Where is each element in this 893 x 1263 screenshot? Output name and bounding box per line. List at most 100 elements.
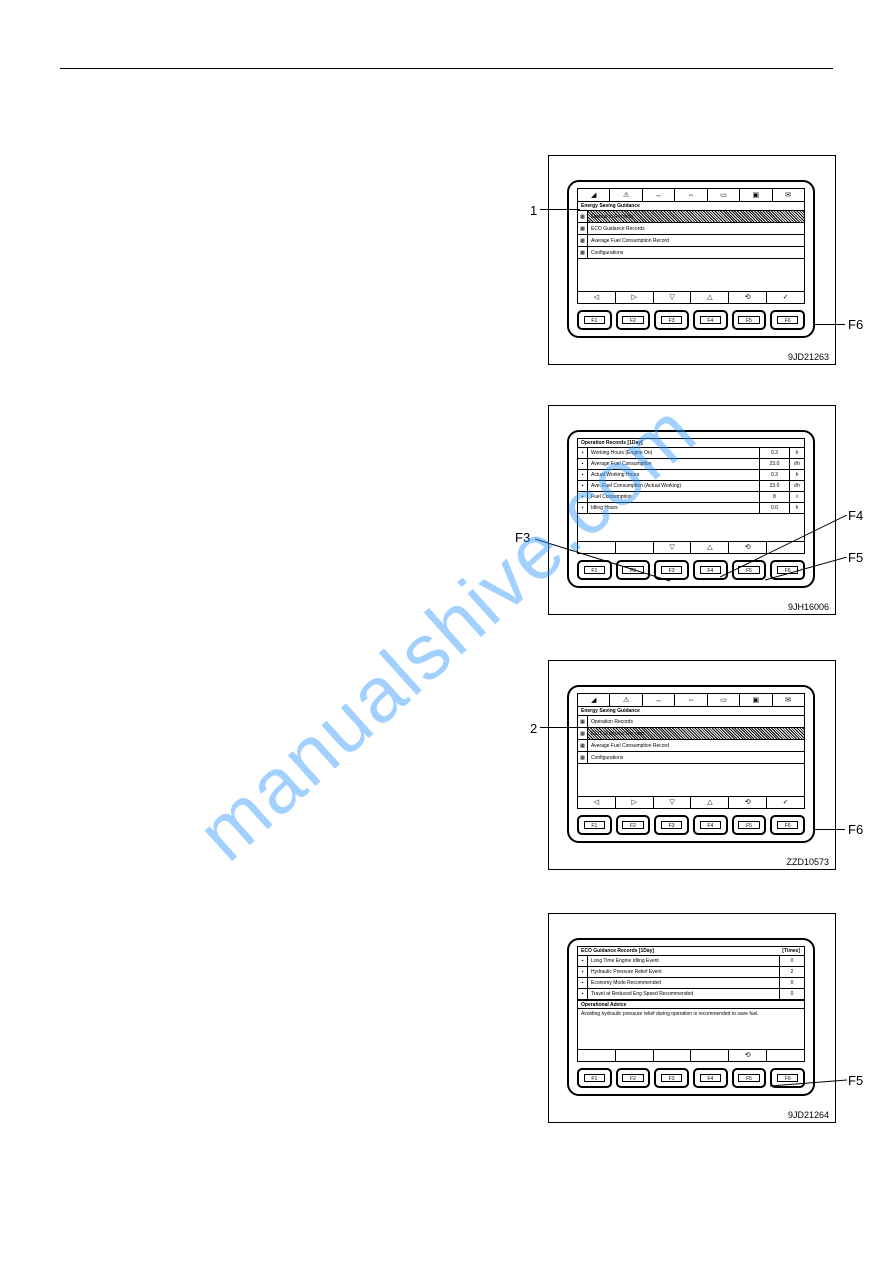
row-icon: ▪ xyxy=(578,481,588,491)
row-value: 0.0 xyxy=(759,503,789,513)
nav-back-icon[interactable]: ⟲ xyxy=(729,292,767,303)
f2-key[interactable]: F2 xyxy=(616,1068,651,1088)
f2-key[interactable]: F2 xyxy=(616,310,651,330)
nav-cell xyxy=(691,1050,729,1061)
nav-cell xyxy=(578,1050,616,1061)
nav-up-icon[interactable]: △ xyxy=(691,797,729,808)
icon: ⇔ xyxy=(675,694,707,706)
nav-left-icon[interactable]: ◁ xyxy=(578,797,616,808)
row-icon: ▪ xyxy=(578,448,588,458)
f1-key[interactable]: F1 xyxy=(577,310,612,330)
f6-key[interactable]: F6 xyxy=(770,310,805,330)
nav-row: ◁ ▷ ▽ △ ⟲ ✓ xyxy=(578,796,804,808)
figure-panel-4: ECO Guidance Records [1Day][Times] ▪Long… xyxy=(548,913,836,1123)
f4-key[interactable]: F4 xyxy=(693,1068,728,1088)
row-icon: ▪ xyxy=(578,956,588,966)
row-label: Fuel Consumption xyxy=(588,492,759,502)
item-icon: ▦ xyxy=(578,752,588,763)
menu-item-avg-fuel[interactable]: ▦Average Fuel Consumption Record xyxy=(578,235,804,247)
fkey-label: F4 xyxy=(700,821,721,829)
icon: ↔ xyxy=(643,694,675,706)
callout-f3: F3 xyxy=(515,530,530,545)
item-icon: ▦ xyxy=(578,247,588,258)
menu-item-eco-guidance[interactable]: ▦ECO Guidance Records xyxy=(578,728,804,740)
f3-key[interactable]: F3 xyxy=(654,310,689,330)
data-row: ▪Actual Working Hours0.3h xyxy=(578,470,804,481)
screen-title: Energy Saving Guidance xyxy=(578,707,804,716)
nav-up-icon[interactable]: △ xyxy=(691,292,729,303)
f1-key[interactable]: F1 xyxy=(577,1068,612,1088)
row-value: 8 xyxy=(759,492,789,502)
row-icon: ▪ xyxy=(578,967,588,977)
monitor-device: ◢ ⚠ ↔ ⇔ ▭ ▣ ✉ Energy Saving Guidance ▦Op… xyxy=(567,685,815,843)
nav-back-icon[interactable]: ⟲ xyxy=(729,797,767,808)
item-label: Average Fuel Consumption Record xyxy=(588,740,804,751)
row-unit: ℓ xyxy=(789,492,804,502)
nav-right-icon[interactable]: ▷ xyxy=(616,797,654,808)
nav-left-icon[interactable]: ◁ xyxy=(578,292,616,303)
f4-key[interactable]: F4 xyxy=(693,310,728,330)
menu-item-configurations[interactable]: ▦Configurations xyxy=(578,247,804,259)
menu-item-operation-records[interactable]: ▦Operation Records xyxy=(578,716,804,728)
f5-key[interactable]: F5 xyxy=(732,815,767,835)
figure-panel-3: ◢ ⚠ ↔ ⇔ ▭ ▣ ✉ Energy Saving Guidance ▦Op… xyxy=(548,660,836,870)
row-label: Working Hours (Engine On) xyxy=(588,448,759,458)
nav-down-icon[interactable]: ▽ xyxy=(654,797,692,808)
icon: ◢ xyxy=(578,189,610,201)
screen: ◢ ⚠ ↔ ⇔ ▭ ▣ ✉ Energy Saving Guidance ▦Op… xyxy=(577,693,805,809)
icon: ⚠ xyxy=(610,694,642,706)
icon: ⚠ xyxy=(610,189,642,201)
nav-row: ◁ ▷ ▽ △ ⟲ ✓ xyxy=(578,291,804,303)
row-icon: ▪ xyxy=(578,470,588,480)
callout-f5-p4-leader xyxy=(770,1078,847,1088)
nav-ok-icon[interactable]: ✓ xyxy=(767,797,804,808)
callout-1: 1 xyxy=(530,203,537,218)
monitor-device: ECO Guidance Records [1Day][Times] ▪Long… xyxy=(567,938,815,1096)
header-rule xyxy=(60,68,833,69)
fkey-label: F6 xyxy=(777,316,798,324)
callout-f6-leader xyxy=(815,324,845,325)
fkey-label: F4 xyxy=(700,1074,721,1082)
f5-key[interactable]: F5 xyxy=(732,310,767,330)
f3-key[interactable]: F3 xyxy=(654,1068,689,1088)
icon: ◢ xyxy=(578,694,610,706)
f5-key[interactable]: F5 xyxy=(732,1068,767,1088)
function-keys: F1 F2 F3 F4 F5 F6 xyxy=(577,310,805,330)
row-unit: h xyxy=(789,470,804,480)
screen-title: Energy Saving Guidance xyxy=(578,202,804,211)
figure-code: 9JD21264 xyxy=(788,1110,829,1120)
icon: ▭ xyxy=(708,694,740,706)
item-icon: ▦ xyxy=(578,223,588,234)
nav-row: ⟲ xyxy=(578,1049,804,1061)
nav-right-icon[interactable]: ▷ xyxy=(616,292,654,303)
nav-cell xyxy=(654,1050,692,1061)
item-label: ECO Guidance Records xyxy=(588,728,804,739)
callout-1-leader xyxy=(540,209,580,210)
f2-key[interactable]: F2 xyxy=(616,815,651,835)
row-label: Travel at Reduced Eng Speed Recommended xyxy=(588,989,779,999)
menu-item-eco-guidance[interactable]: ▦ECO Guidance Records xyxy=(578,223,804,235)
row-icon: ▪ xyxy=(578,989,588,999)
f4-key[interactable]: F4 xyxy=(693,815,728,835)
nav-down-icon[interactable]: ▽ xyxy=(654,292,692,303)
item-label: Configurations xyxy=(588,752,804,763)
row-label: Ave. Fuel Consumption (Actual Working) xyxy=(588,481,759,491)
item-icon: ▦ xyxy=(578,740,588,751)
f6-key[interactable]: F6 xyxy=(770,815,805,835)
item-icon: ▦ xyxy=(578,728,588,739)
menu-item-configurations[interactable]: ▦Configurations xyxy=(578,752,804,764)
row-label: Economy Mode Recommended xyxy=(588,978,779,988)
row-icon: ▪ xyxy=(578,459,588,469)
row-unit: h xyxy=(789,503,804,513)
item-label: Average Fuel Consumption Record xyxy=(588,235,804,246)
icon: ▭ xyxy=(708,189,740,201)
menu-item-operation-records[interactable]: ▦Operation Records xyxy=(578,211,804,223)
menu-item-avg-fuel[interactable]: ▦Average Fuel Consumption Record xyxy=(578,740,804,752)
data-row: ▪Travel at Reduced Eng Speed Recommended… xyxy=(578,989,804,1000)
nav-back-icon[interactable]: ⟲ xyxy=(729,1050,767,1061)
fkey-label: F5 xyxy=(738,316,759,324)
data-row: ▪Economy Mode Recommended0 xyxy=(578,978,804,989)
f1-key[interactable]: F1 xyxy=(577,815,612,835)
nav-ok-icon[interactable]: ✓ xyxy=(767,292,804,303)
f3-key[interactable]: F3 xyxy=(654,815,689,835)
